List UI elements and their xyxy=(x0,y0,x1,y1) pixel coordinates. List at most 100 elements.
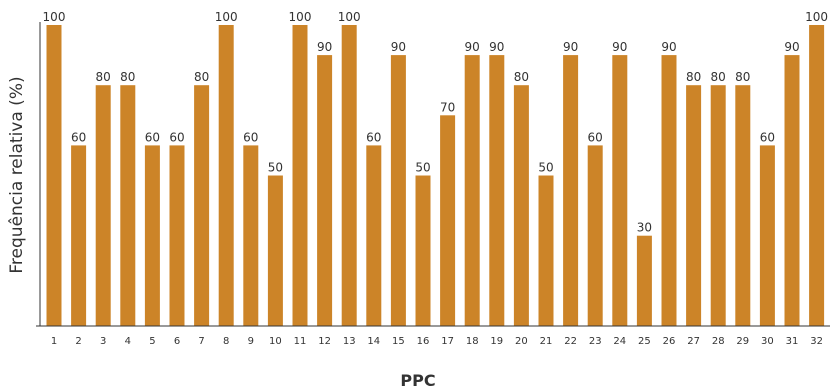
bar-14 xyxy=(366,145,382,326)
data-label-27: 80 xyxy=(686,70,701,84)
bar-8 xyxy=(218,25,234,326)
bar-18 xyxy=(464,55,480,326)
x-tick-label-21: 21 xyxy=(540,336,553,347)
bar-16 xyxy=(415,175,431,326)
bar-28 xyxy=(710,85,726,326)
x-tick-label-17: 17 xyxy=(441,336,454,347)
x-tick-label-2: 2 xyxy=(75,336,81,347)
data-label-3: 80 xyxy=(96,70,111,84)
data-label-25: 30 xyxy=(637,221,652,235)
bar-3 xyxy=(95,85,111,326)
bar-1 xyxy=(46,25,62,326)
bar-5 xyxy=(144,145,160,326)
data-label-20: 80 xyxy=(514,70,529,84)
data-label-16: 50 xyxy=(415,161,430,175)
bar-13 xyxy=(341,25,357,326)
x-tick-label-12: 12 xyxy=(318,336,331,347)
bar-30 xyxy=(759,145,775,326)
bars-group xyxy=(46,25,825,326)
data-label-28: 80 xyxy=(711,70,726,84)
x-tick-label-16: 16 xyxy=(417,336,430,347)
data-label-30: 60 xyxy=(760,130,775,144)
data-label-15: 90 xyxy=(391,40,406,54)
bar-29 xyxy=(735,85,751,326)
data-label-2: 60 xyxy=(71,130,86,144)
x-tick-label-32: 32 xyxy=(810,336,823,347)
data-label-32: 100 xyxy=(805,10,828,24)
data-label-23: 60 xyxy=(588,130,603,144)
x-tick-label-10: 10 xyxy=(269,336,282,347)
bar-12 xyxy=(317,55,333,326)
x-tick-label-3: 3 xyxy=(100,336,106,347)
data-label-17: 70 xyxy=(440,100,455,114)
x-tick-label-20: 20 xyxy=(515,336,528,347)
data-label-7: 80 xyxy=(194,70,209,84)
data-label-31: 90 xyxy=(784,40,799,54)
bar-9 xyxy=(243,145,259,326)
data-label-9: 60 xyxy=(243,130,258,144)
bar-17 xyxy=(440,115,456,326)
x-tick-label-6: 6 xyxy=(174,336,180,347)
bar-25 xyxy=(636,235,652,326)
bar-20 xyxy=(513,85,529,326)
bar-32 xyxy=(809,25,825,326)
data-label-5: 60 xyxy=(145,130,160,144)
x-tick-label-15: 15 xyxy=(392,336,405,347)
bar-27 xyxy=(686,85,702,326)
x-tick-label-25: 25 xyxy=(638,336,651,347)
x-tick-label-14: 14 xyxy=(367,336,380,347)
x-tick-label-5: 5 xyxy=(149,336,155,347)
bar-7 xyxy=(194,85,210,326)
x-tick-label-26: 26 xyxy=(663,336,676,347)
bar-26 xyxy=(661,55,677,326)
data-label-29: 80 xyxy=(735,70,750,84)
data-label-22: 90 xyxy=(563,40,578,54)
data-label-10: 50 xyxy=(268,161,283,175)
data-labels-group: 100 60 80 80 60 60 80 100 60 50 100 90 100 60 90 50 70 90… xyxy=(43,10,829,235)
data-label-11: 100 xyxy=(289,10,312,24)
bar-15 xyxy=(390,55,406,326)
x-tick-label-28: 28 xyxy=(712,336,725,347)
x-tick-label-13: 13 xyxy=(343,336,356,347)
x-tick-label-8: 8 xyxy=(223,336,229,347)
data-label-21: 50 xyxy=(538,161,553,175)
bar-23 xyxy=(587,145,603,326)
x-tick-label-30: 30 xyxy=(761,336,774,347)
data-label-8: 100 xyxy=(215,10,238,24)
y-axis-title: Frequência relativa (%) xyxy=(7,76,27,273)
data-label-1: 100 xyxy=(43,10,66,24)
data-label-12: 90 xyxy=(317,40,332,54)
x-tick-label-11: 11 xyxy=(294,336,307,347)
data-label-24: 90 xyxy=(612,40,627,54)
bar-19 xyxy=(489,55,505,326)
data-label-26: 90 xyxy=(661,40,676,54)
x-tick-label-29: 29 xyxy=(736,336,749,347)
x-tick-label-27: 27 xyxy=(687,336,700,347)
x-ticks-group: 1 2 3 4 5 6 7 8 9 10 11 12 13 14 15 16 17 18 19 20 21 22 23 24 2… xyxy=(51,336,823,347)
bar-24 xyxy=(612,55,628,326)
x-tick-label-31: 31 xyxy=(786,336,799,347)
bar-21 xyxy=(538,175,554,326)
data-label-14: 60 xyxy=(366,130,381,144)
bar-10 xyxy=(267,175,283,326)
bar-6 xyxy=(169,145,185,326)
bar-2 xyxy=(71,145,87,326)
bar-11 xyxy=(292,25,308,326)
x-tick-label-23: 23 xyxy=(589,336,602,347)
data-label-19: 90 xyxy=(489,40,504,54)
bar-22 xyxy=(563,55,579,326)
x-tick-label-4: 4 xyxy=(125,336,131,347)
x-tick-label-18: 18 xyxy=(466,336,479,347)
bar-4 xyxy=(120,85,136,326)
x-tick-label-22: 22 xyxy=(564,336,577,347)
x-tick-label-19: 19 xyxy=(490,336,503,347)
x-tick-label-1: 1 xyxy=(51,336,57,347)
data-label-18: 90 xyxy=(465,40,480,54)
data-label-4: 80 xyxy=(120,70,135,84)
data-label-6: 60 xyxy=(169,130,184,144)
x-tick-label-9: 9 xyxy=(248,336,254,347)
data-label-13: 100 xyxy=(338,10,361,24)
bar-31 xyxy=(784,55,800,326)
x-tick-label-7: 7 xyxy=(198,336,204,347)
